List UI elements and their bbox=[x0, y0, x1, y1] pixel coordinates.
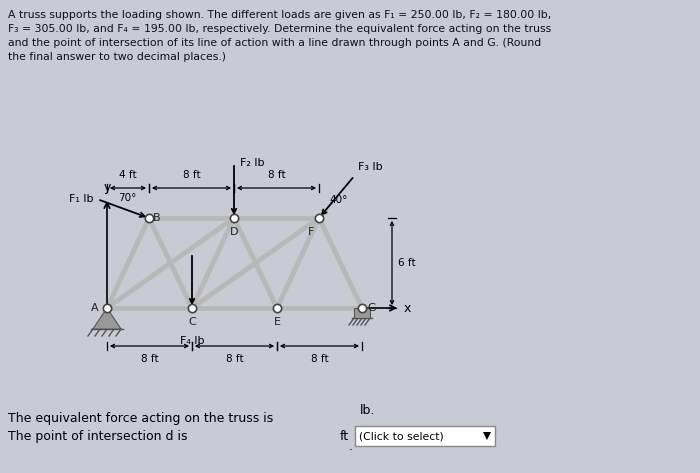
Text: C: C bbox=[188, 317, 196, 327]
Text: 4 ft: 4 ft bbox=[119, 170, 136, 180]
Text: F₂ lb: F₂ lb bbox=[240, 158, 265, 168]
Text: 8 ft: 8 ft bbox=[267, 170, 286, 180]
Text: 8 ft: 8 ft bbox=[183, 170, 200, 180]
Text: 8 ft: 8 ft bbox=[225, 354, 244, 364]
Polygon shape bbox=[483, 432, 491, 440]
Text: 8 ft: 8 ft bbox=[311, 354, 328, 364]
Text: (Click to select): (Click to select) bbox=[359, 431, 444, 441]
Text: E: E bbox=[274, 317, 281, 327]
Text: y: y bbox=[104, 181, 111, 194]
Text: F₃ lb: F₃ lb bbox=[358, 162, 383, 172]
Text: D: D bbox=[230, 227, 238, 237]
Text: F₄ lb: F₄ lb bbox=[180, 336, 204, 346]
Text: ft: ft bbox=[340, 429, 349, 443]
Bar bbox=[355, 426, 495, 446]
Text: The equivalent force acting on the truss is: The equivalent force acting on the truss… bbox=[8, 412, 273, 424]
Text: the final answer to two decimal places.): the final answer to two decimal places.) bbox=[8, 52, 226, 62]
Text: 40°: 40° bbox=[330, 195, 348, 205]
Bar bbox=[354, 308, 370, 318]
Text: B: B bbox=[153, 213, 161, 223]
Text: G: G bbox=[368, 303, 377, 313]
Text: F₃ = 305.00 lb, and F₄ = 195.00 lb, respectively. Determine the equivalent force: F₃ = 305.00 lb, and F₄ = 195.00 lb, resp… bbox=[8, 24, 552, 34]
Text: and the point of intersection of its line of action with a line drawn through po: and the point of intersection of its lin… bbox=[8, 38, 541, 48]
Text: .: . bbox=[349, 439, 353, 453]
Text: 70°: 70° bbox=[118, 193, 136, 203]
Text: F₁ lb: F₁ lb bbox=[69, 194, 93, 204]
Text: F: F bbox=[308, 227, 314, 237]
Text: 8 ft: 8 ft bbox=[141, 354, 158, 364]
Text: A truss supports the loading shown. The different loads are given as F₁ = 250.00: A truss supports the loading shown. The … bbox=[8, 10, 552, 20]
Text: x: x bbox=[404, 301, 412, 315]
Text: lb.: lb. bbox=[360, 403, 375, 417]
Polygon shape bbox=[93, 308, 121, 329]
Text: 6 ft: 6 ft bbox=[398, 258, 416, 268]
Text: The point of intersection d is: The point of intersection d is bbox=[8, 429, 188, 443]
Text: A: A bbox=[91, 303, 99, 313]
